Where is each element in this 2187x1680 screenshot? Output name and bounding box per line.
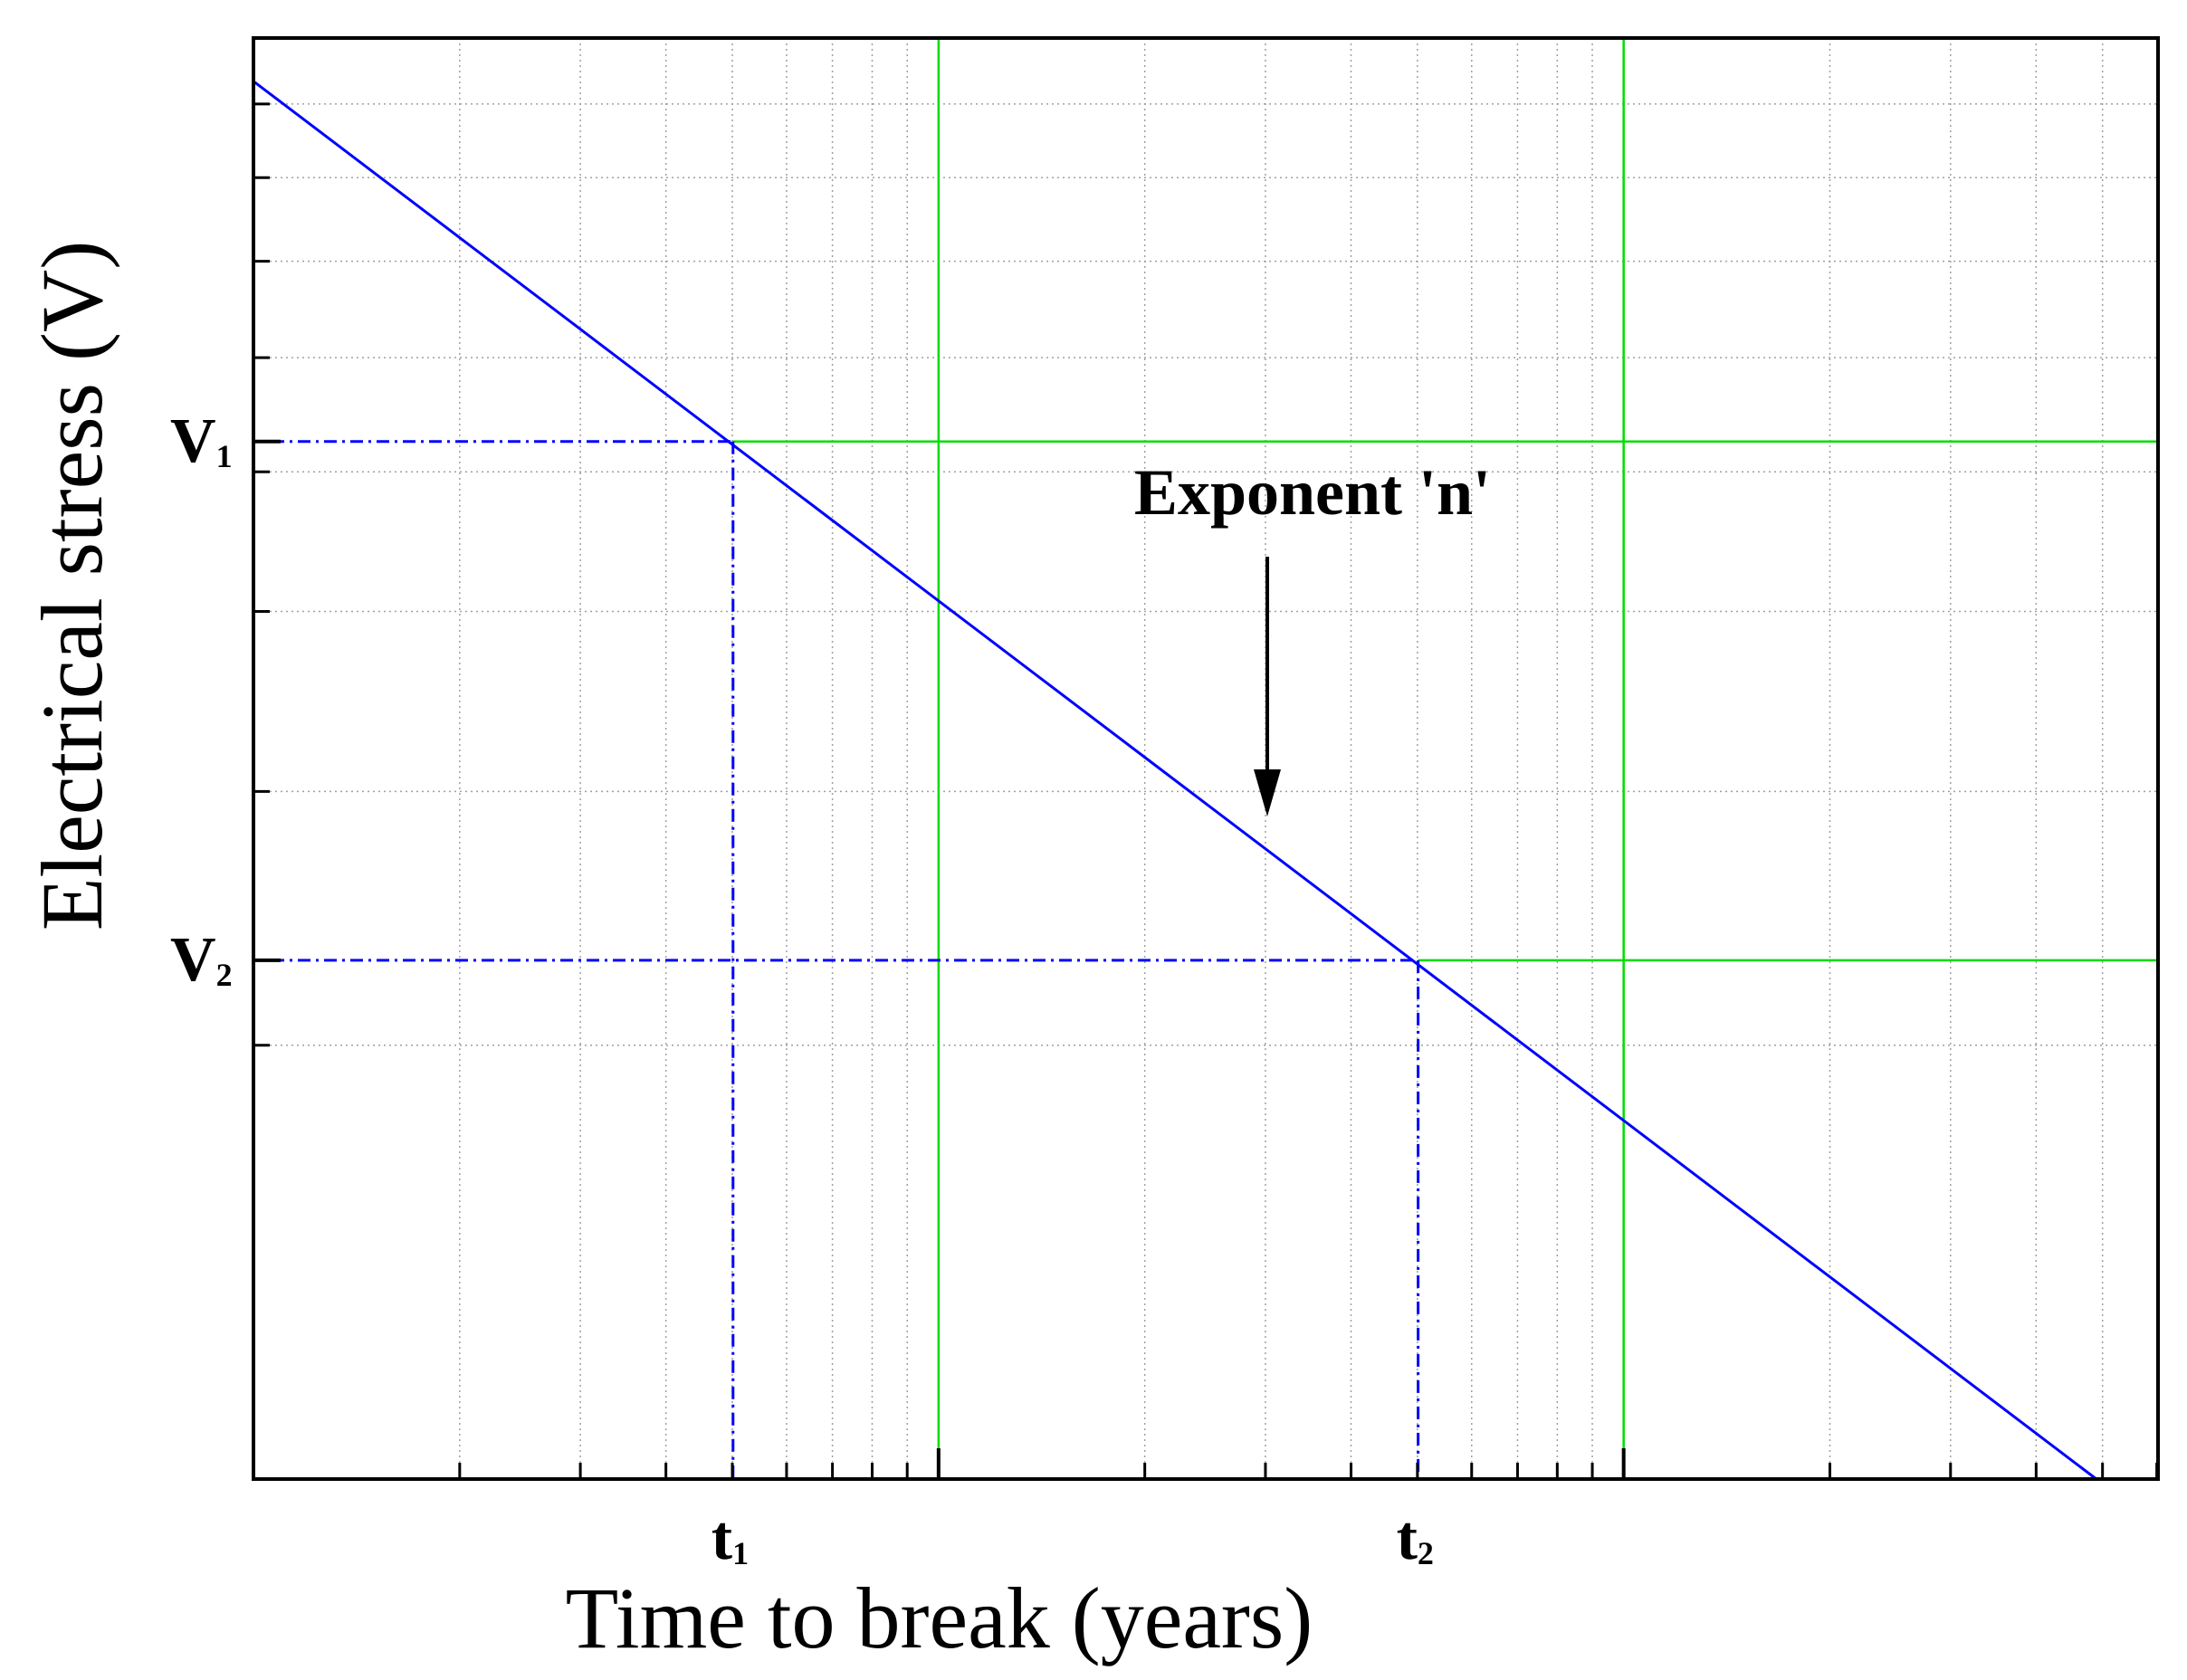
x-marker-label-2: t2 xyxy=(1397,1503,1434,1573)
major-grid xyxy=(732,38,2158,1479)
x-axis-title: Time to break (years) xyxy=(566,1570,1313,1666)
x-marker-sub: 1 xyxy=(732,1535,749,1571)
annotation: Exponent 'n' xyxy=(1134,456,1491,816)
y-marker-sub: 1 xyxy=(216,438,233,474)
y-axis-title: Electrical stress (V) xyxy=(24,241,120,931)
y-marker-label-2: V2 xyxy=(170,925,233,995)
plot-frame xyxy=(252,36,2160,1481)
annotation-arrow-head xyxy=(1254,769,1281,816)
x-marker-main: t xyxy=(711,1503,732,1573)
series-line xyxy=(253,80,2097,1481)
x-marker-main: t xyxy=(1397,1503,1418,1573)
y-marker-sub: 2 xyxy=(216,957,233,993)
annotation-label: Exponent 'n' xyxy=(1134,456,1491,529)
series-layer xyxy=(253,80,2097,1481)
x-marker-sub: 2 xyxy=(1418,1535,1434,1571)
y-marker-main: V xyxy=(170,925,216,995)
y-marker-label-1: V1 xyxy=(170,406,233,476)
reference-lines xyxy=(272,440,1420,1479)
y-marker-main: V xyxy=(170,406,216,476)
x-marker-label-1: t1 xyxy=(711,1503,749,1573)
